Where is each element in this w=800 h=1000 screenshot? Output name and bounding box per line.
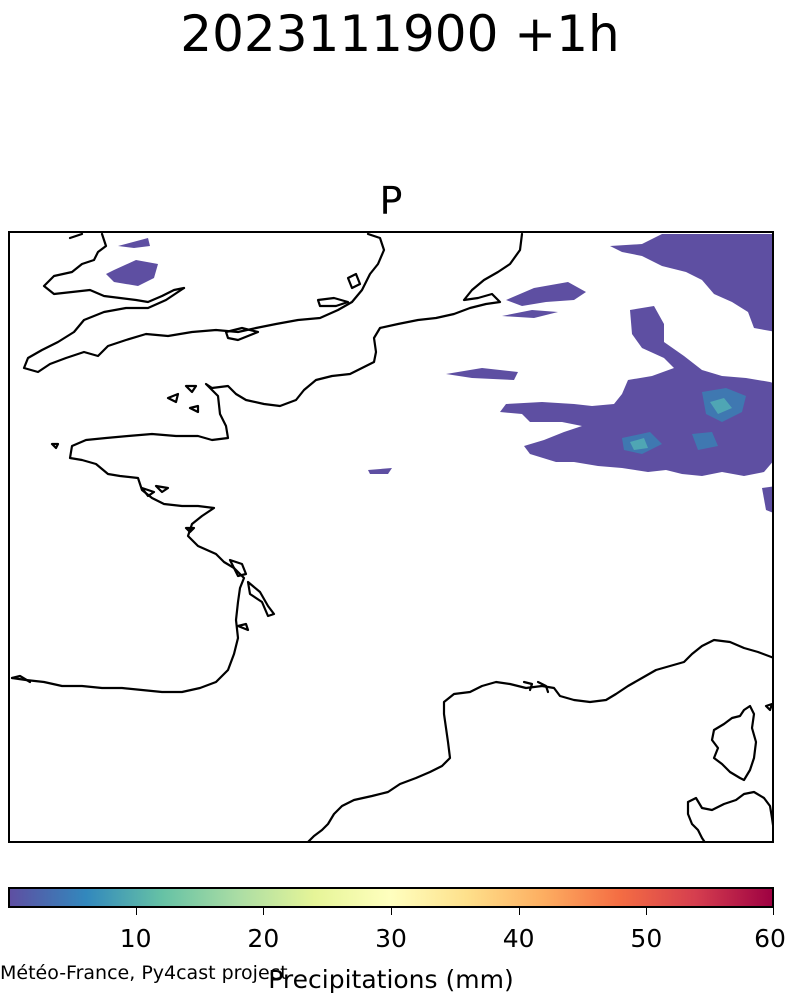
coastline-spain-north — [10, 674, 32, 684]
colorbar-tick — [773, 908, 774, 915]
coastline-thames — [316, 272, 362, 308]
coastline-wales — [42, 233, 186, 304]
colorbar-label: Precipitations (mm) — [268, 965, 514, 994]
precip-area-champagne — [368, 468, 392, 474]
coastline-elba — [764, 702, 772, 712]
colorbar-tick-label: 10 — [119, 924, 152, 953]
coastline-mediterranean — [307, 638, 772, 841]
precip-area-belgium-strip — [446, 368, 518, 380]
precip-area-heavier — [630, 398, 732, 450]
colorbar-tick — [263, 908, 265, 915]
colorbar-tick — [391, 908, 392, 915]
colorbar-tick-label: 60 — [754, 924, 786, 953]
precip-area-germany-north — [610, 234, 772, 332]
colorbar-tick-label: 20 — [247, 924, 280, 953]
coastline-solent — [224, 326, 260, 342]
precip-area-wales — [106, 238, 158, 286]
precipitation-map — [8, 231, 774, 843]
coastline-riviera-detail — [522, 680, 550, 694]
colorbar-tick — [518, 908, 520, 915]
colorbar-tick — [135, 908, 137, 915]
colorbar-tick — [646, 908, 648, 915]
coastlines — [10, 233, 772, 841]
coastline-brittany-islands — [140, 484, 196, 534]
precipitation-field — [106, 234, 772, 513]
panel-title: P — [379, 179, 403, 223]
colorbar-gradient — [8, 887, 774, 908]
colorbar-tick-label: 40 — [502, 924, 535, 953]
colorbar-tick-label: 50 — [630, 924, 663, 953]
coastline-england-south — [22, 233, 386, 374]
coastline-vendee-islands — [228, 558, 276, 632]
coastline-france-north — [10, 233, 524, 694]
figure-title: 2023111900 +1h — [180, 5, 620, 63]
colorbar-tick-label: 30 — [375, 924, 407, 953]
coastline-channel-islands — [50, 384, 200, 450]
credit-text: Météo-France, Py4cast project — [0, 962, 288, 984]
precip-area-south-germany — [762, 486, 772, 513]
coastline-corsica — [710, 704, 758, 782]
precip-area-north-sea — [502, 282, 586, 318]
map-canvas — [10, 233, 772, 841]
coastline-sardinia — [686, 790, 772, 841]
